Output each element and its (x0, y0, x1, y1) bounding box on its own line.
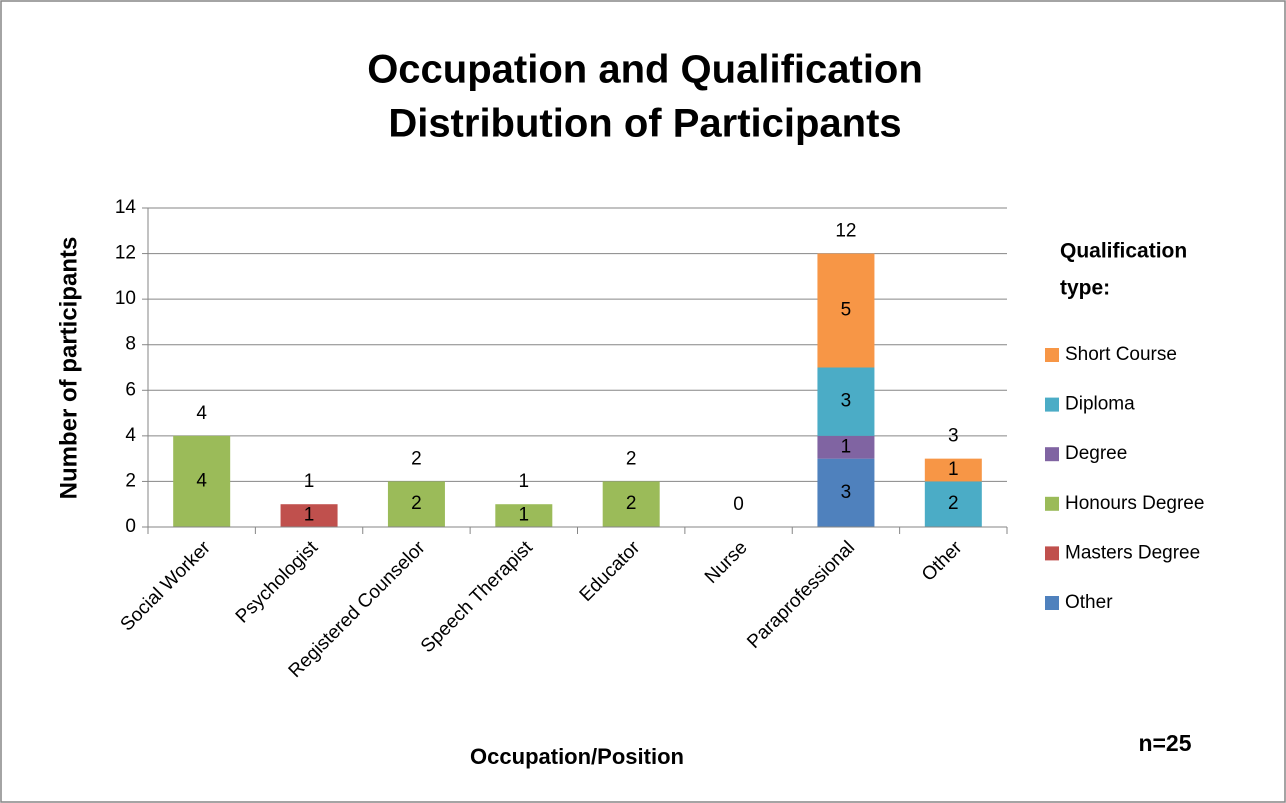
segment-label: 3 (841, 482, 852, 503)
total-label: 4 (196, 403, 207, 424)
y-tick-label: 0 (125, 516, 136, 537)
bar-segment (387, 481, 445, 527)
legend-swatch (1045, 397, 1059, 412)
total-label: 1 (519, 471, 530, 492)
bar-segment (602, 481, 660, 527)
segment-label: 1 (519, 505, 530, 526)
legend-swatch (1045, 496, 1059, 511)
bar-segment (924, 458, 982, 482)
legend-label: Short Course (1065, 344, 1177, 365)
legend-label: Masters Degree (1065, 542, 1200, 563)
chart-title: Occupation and Qualification (367, 48, 923, 92)
bar-segment (173, 435, 231, 527)
bar-segment (817, 458, 875, 527)
segment-label: 2 (411, 493, 422, 514)
y-tick-label: 14 (115, 197, 137, 218)
bar-segment (817, 253, 875, 368)
bar-segment (817, 367, 875, 436)
legend-label: Diploma (1065, 394, 1135, 415)
y-tick-label: 6 (125, 379, 136, 400)
total-label: 12 (835, 221, 856, 242)
segment-label: 1 (304, 505, 315, 526)
total-label: 2 (411, 448, 422, 469)
y-axis-label: Number of participants (55, 237, 82, 500)
legend-swatch (1045, 447, 1059, 462)
segment-label: 5 (841, 300, 852, 321)
annotation: n=25 (1138, 730, 1191, 756)
total-label: 0 (733, 494, 744, 515)
bar-segment (280, 504, 338, 527)
legend-title: type: (1060, 277, 1110, 300)
y-tick-label: 4 (125, 425, 136, 446)
y-tick-label: 2 (125, 470, 136, 491)
bar-segment (495, 504, 553, 527)
segment-label: 4 (196, 470, 207, 491)
segment-label: 2 (626, 493, 637, 514)
legend-swatch (1045, 546, 1059, 561)
y-tick-label: 12 (115, 243, 136, 264)
segment-label: 1 (841, 436, 852, 457)
total-label: 1 (304, 471, 315, 492)
legend-swatch (1045, 596, 1059, 610)
segment-label: 1 (948, 459, 959, 480)
y-tick-label: 10 (115, 288, 136, 309)
y-tick-label: 8 (125, 334, 136, 355)
chart-title: Distribution of Participants (388, 102, 901, 146)
legend-swatch (1045, 348, 1059, 362)
legend-label: Other (1065, 592, 1113, 613)
segment-label: 3 (841, 391, 852, 412)
legend-label: Honours Degree (1065, 493, 1204, 514)
bar-segment (924, 481, 982, 527)
legend-title: Qualification (1060, 240, 1187, 263)
x-axis-label: Occupation/Position (470, 744, 684, 769)
bar-segment (817, 435, 875, 459)
legend-label: Degree (1065, 443, 1127, 464)
total-label: 2 (626, 448, 637, 469)
segment-label: 2 (948, 493, 959, 514)
total-label: 3 (948, 426, 959, 447)
